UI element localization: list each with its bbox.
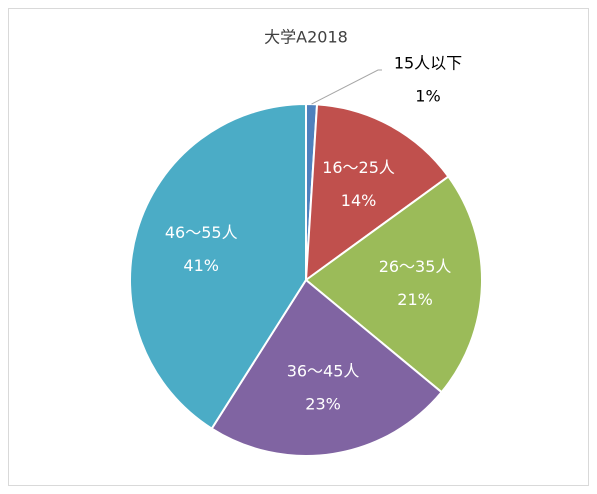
pie-slice — [304, 175, 483, 394]
slice-value-label: 1% — [415, 87, 440, 106]
pie-slice — [129, 102, 307, 430]
pie-slice — [210, 278, 444, 457]
leader-line — [311, 69, 382, 105]
slice-label: 26～35人 — [379, 257, 452, 276]
slice-value-label: 23% — [305, 394, 341, 413]
slice-label: 36～45人 — [287, 361, 360, 380]
slice-label: 16～25人 — [322, 158, 395, 177]
slice-value-label: 21% — [397, 290, 433, 309]
pie-slice — [304, 103, 450, 283]
chart-title: 大学A2018 — [264, 28, 348, 47]
slice-label: 46～55人 — [165, 223, 238, 242]
slice-value-label: 14% — [341, 191, 377, 210]
slice-label: 15人以下 — [394, 54, 462, 73]
slice-value-label: 41% — [183, 256, 219, 275]
